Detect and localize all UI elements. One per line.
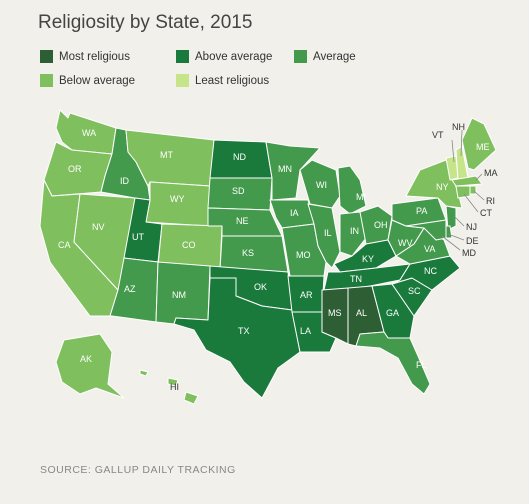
state-ME[interactable] bbox=[461, 117, 497, 171]
state-RI[interactable] bbox=[469, 185, 477, 195]
label-IA: IA bbox=[290, 208, 299, 218]
label-WI: WI bbox=[316, 180, 327, 190]
label-NE: NE bbox=[236, 216, 249, 226]
label-OK: OK bbox=[254, 282, 267, 292]
label-WA: WA bbox=[82, 128, 96, 138]
legend-item-average: Average bbox=[294, 50, 356, 63]
state-MA[interactable] bbox=[451, 175, 483, 187]
state-HI[interactable] bbox=[139, 369, 199, 405]
legend-swatch-most-religious bbox=[40, 50, 53, 63]
label-ND: ND bbox=[233, 152, 246, 162]
label-AL: AL bbox=[356, 308, 367, 318]
label-HI: HI bbox=[170, 382, 179, 392]
label-ID: ID bbox=[120, 176, 130, 186]
label-MS: MS bbox=[328, 308, 342, 318]
label-ME: ME bbox=[476, 142, 490, 152]
label-NM: NM bbox=[172, 290, 186, 300]
label-NV: NV bbox=[92, 222, 105, 232]
map-title: Religiosity by State, 2015 bbox=[38, 12, 253, 33]
label-IL: IL bbox=[324, 228, 332, 238]
state-NY[interactable] bbox=[405, 159, 463, 209]
label-MO: MO bbox=[296, 250, 311, 260]
state-IN[interactable] bbox=[339, 211, 367, 257]
legend-label-most-religious: Most religious bbox=[59, 50, 130, 63]
label-CA: CA bbox=[58, 240, 71, 250]
label-OH: OH bbox=[374, 220, 388, 230]
label-SD: SD bbox=[232, 186, 245, 196]
label-SC: SC bbox=[408, 286, 421, 296]
label-MI: MI bbox=[356, 192, 366, 202]
label-NJ: NJ bbox=[466, 222, 477, 232]
label-NC: NC bbox=[424, 266, 437, 276]
state-MI[interactable] bbox=[337, 165, 367, 215]
state-CT[interactable] bbox=[455, 185, 471, 199]
legend: Most religious Above average Average Bel… bbox=[40, 50, 380, 90]
label-TN: TN bbox=[350, 274, 362, 284]
state-IL[interactable] bbox=[307, 203, 341, 269]
label-AK: AK bbox=[80, 354, 92, 364]
label-AR: AR bbox=[300, 290, 313, 300]
state-labels: WA OR CA NV ID MT WY UT CO AZ NM ND SD N… bbox=[58, 122, 498, 392]
label-MN: MN bbox=[278, 164, 292, 174]
legend-swatch-least-religious bbox=[176, 74, 189, 87]
label-OR: OR bbox=[68, 164, 82, 174]
legend-label-average: Average bbox=[313, 50, 356, 63]
label-CO: CO bbox=[182, 240, 196, 250]
label-LA: LA bbox=[300, 326, 311, 336]
state-NJ[interactable] bbox=[445, 205, 457, 231]
label-WV: WV bbox=[398, 238, 413, 248]
state-AK[interactable] bbox=[55, 333, 125, 399]
legend-swatch-below-average bbox=[40, 74, 53, 87]
label-CT: CT bbox=[480, 208, 492, 218]
state-MD[interactable] bbox=[405, 219, 447, 241]
label-UT: UT bbox=[132, 232, 144, 242]
label-MA: MA bbox=[484, 168, 498, 178]
label-FL: FL bbox=[416, 360, 427, 370]
legend-item-below-average: Below average bbox=[40, 74, 135, 87]
label-TX: TX bbox=[238, 326, 250, 336]
label-IN: IN bbox=[350, 226, 359, 236]
label-RI: RI bbox=[486, 196, 495, 206]
source-note: SOURCE: GALLUP DAILY TRACKING bbox=[40, 464, 236, 476]
label-GA: GA bbox=[386, 308, 399, 318]
label-PA: PA bbox=[416, 206, 427, 216]
label-VA: VA bbox=[424, 244, 435, 254]
label-WY: WY bbox=[170, 194, 185, 204]
state-FL[interactable] bbox=[355, 331, 431, 395]
label-KY: KY bbox=[362, 254, 374, 264]
state-TX[interactable] bbox=[173, 277, 301, 399]
legend-label-below-average: Below average bbox=[59, 74, 136, 87]
label-DE: DE bbox=[466, 236, 479, 246]
legend-swatch-above-average bbox=[176, 50, 189, 63]
state-MN[interactable] bbox=[265, 141, 321, 201]
legend-item-least-religious: Least religious bbox=[176, 74, 269, 87]
label-MT: MT bbox=[160, 150, 173, 160]
legend-label-least-religious: Least religious bbox=[195, 74, 270, 87]
label-NH: NH bbox=[452, 122, 465, 132]
state-WY[interactable] bbox=[145, 181, 211, 227]
label-KS: KS bbox=[242, 248, 254, 258]
label-MD: MD bbox=[462, 248, 476, 258]
label-NY: NY bbox=[436, 182, 449, 192]
label-AZ: AZ bbox=[124, 284, 136, 294]
legend-label-above-average: Above average bbox=[195, 50, 273, 63]
label-VT: VT bbox=[432, 130, 444, 140]
legend-item-most-religious: Most religious bbox=[40, 50, 130, 63]
legend-swatch-average bbox=[294, 50, 307, 63]
legend-item-above-average: Above average bbox=[176, 50, 272, 63]
callout-lines bbox=[441, 129, 485, 251]
